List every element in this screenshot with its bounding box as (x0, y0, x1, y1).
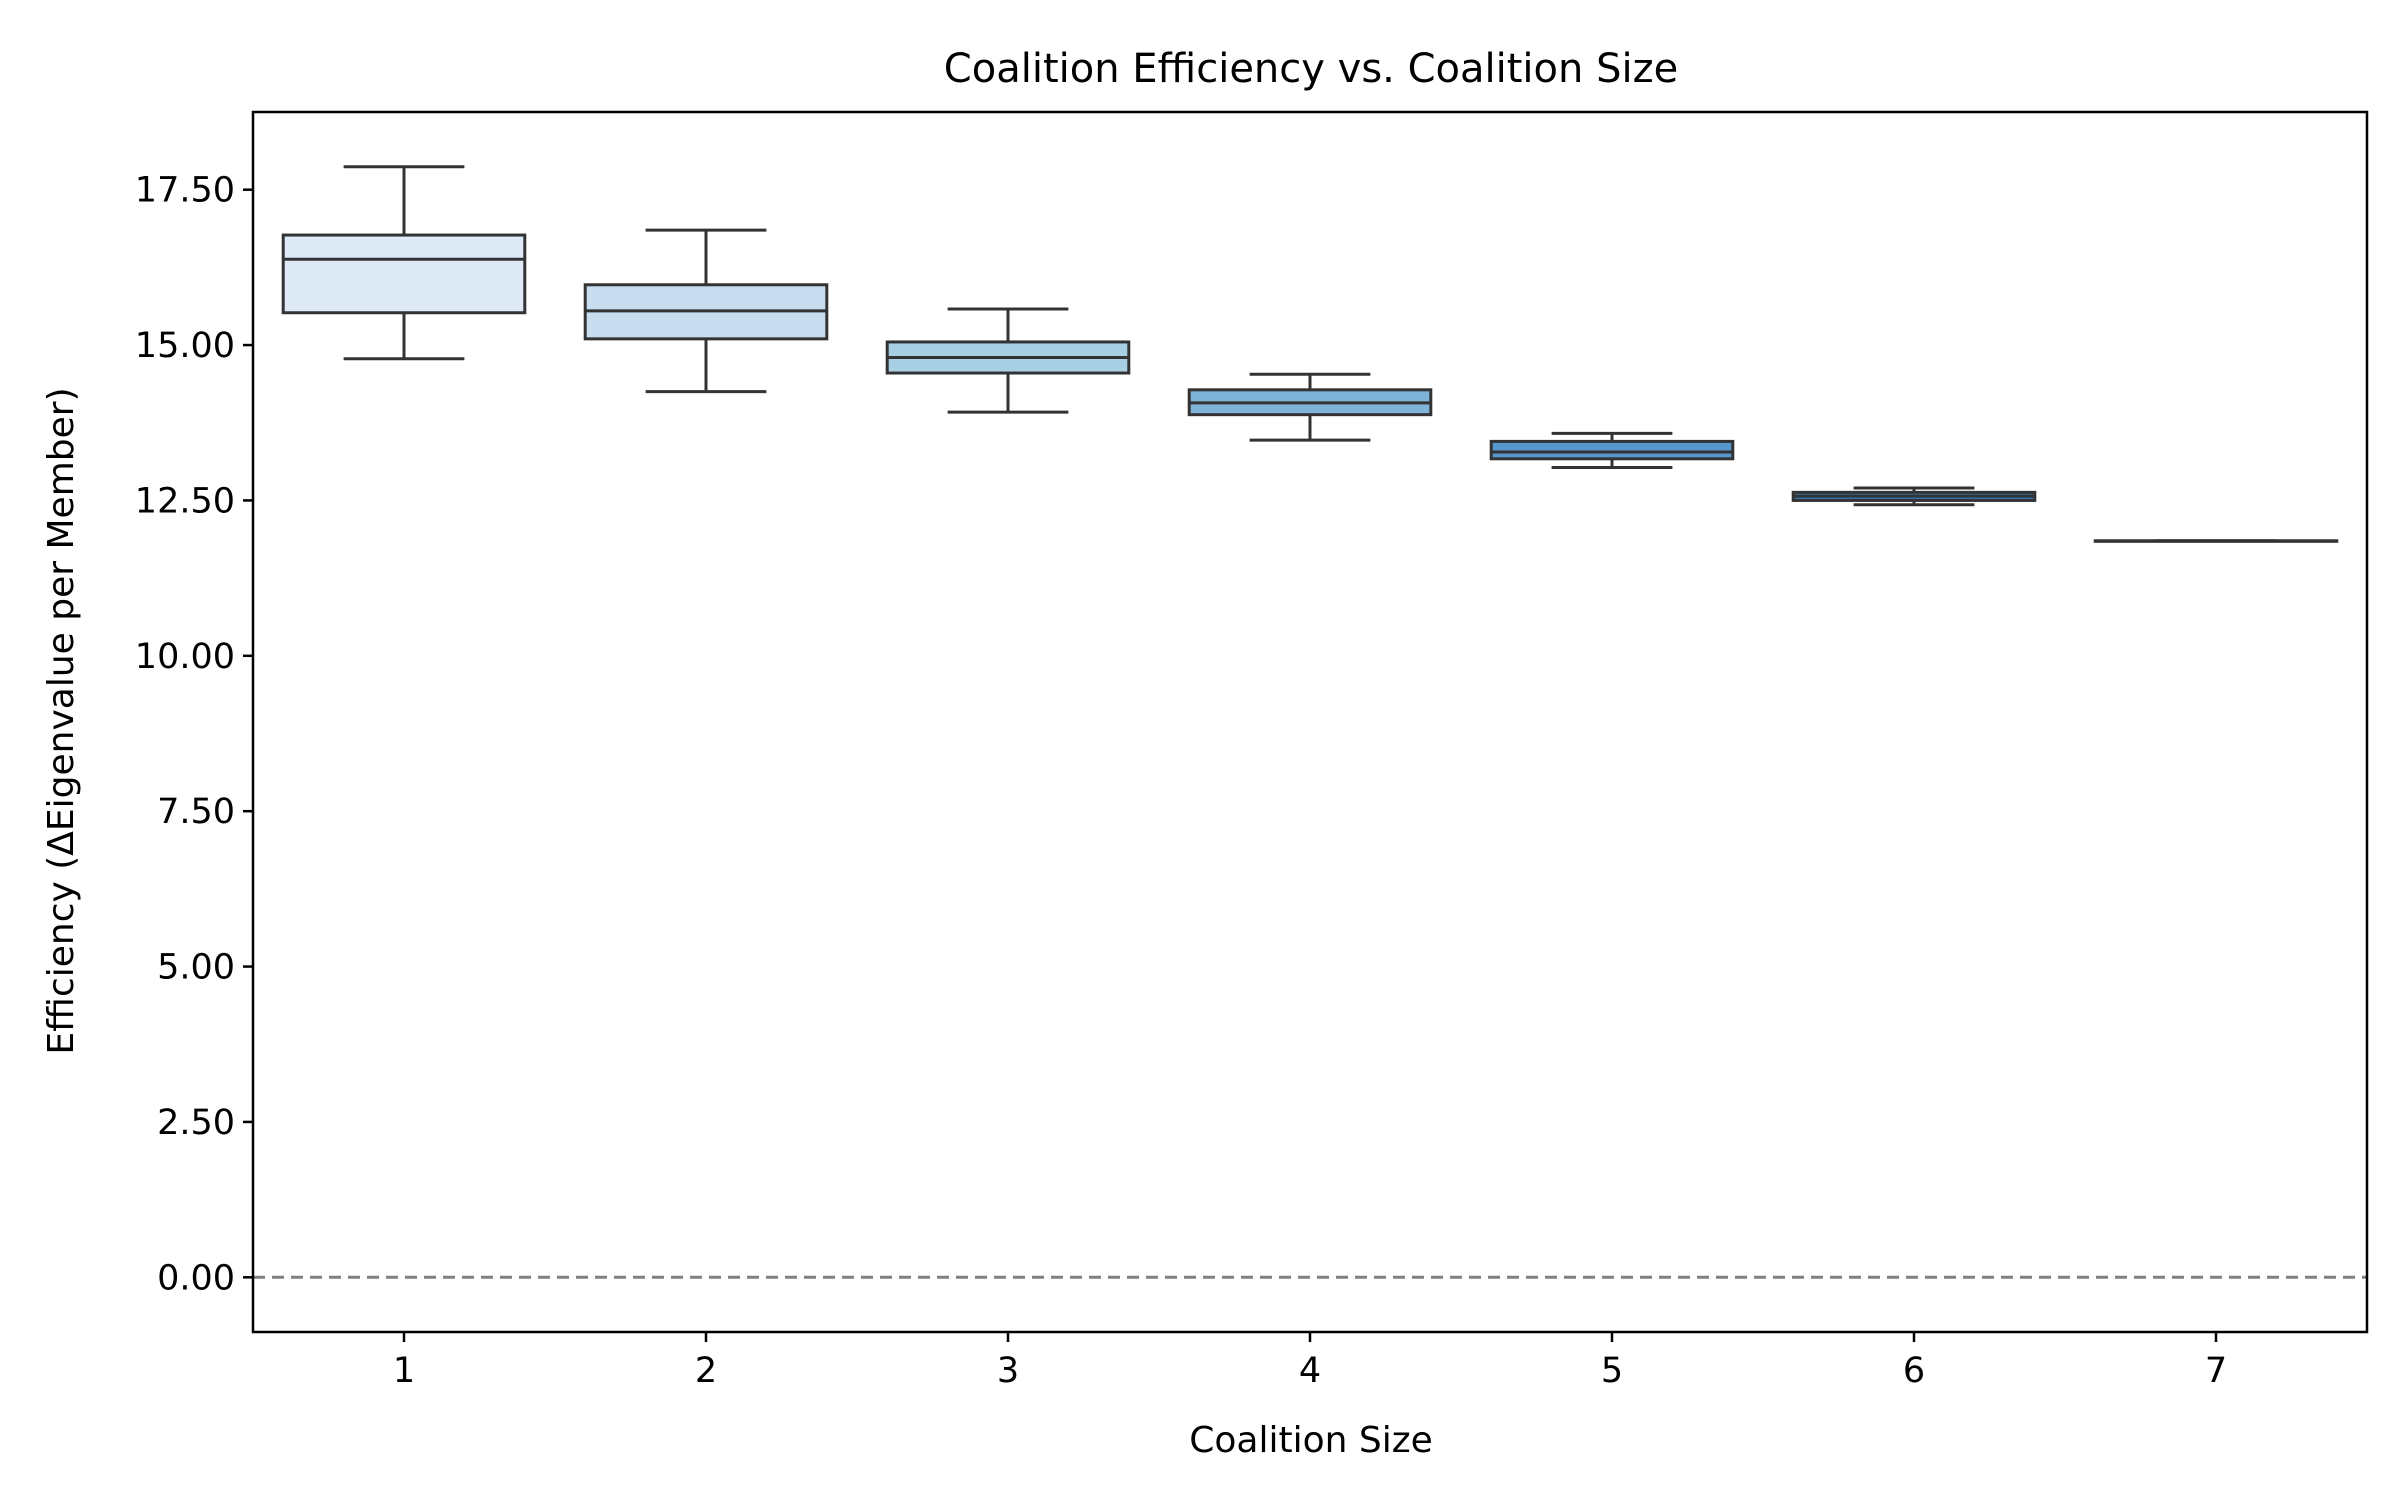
box-group-3 (885, 307, 1131, 414)
y-axis-label: Efficiency (ΔEigenvalue per Member) (41, 387, 82, 1054)
y-tick-label: 12.50 (135, 481, 235, 521)
x-tick-label: 7 (2205, 1351, 2227, 1391)
iqr-box (1489, 439, 1735, 461)
plot-frame (251, 110, 2369, 1334)
box-group-2 (583, 228, 829, 394)
y-tick-label: 10.00 (135, 637, 235, 677)
x-tick-label: 3 (997, 1351, 1019, 1391)
y-tick-label: 15.00 (135, 326, 235, 366)
y-tick-label: 7.50 (157, 792, 235, 832)
x-tick-label: 1 (393, 1351, 415, 1391)
y-tick-label: 5.00 (157, 948, 235, 988)
box-group-7 (2093, 539, 2339, 543)
plot-area: 0.00 2.50 5.00 7.50 10.00 12.50 15.00 17.50 1 2 3 4… (135, 110, 2369, 1391)
x-axis-label: Coalition Size (1189, 1420, 1433, 1461)
y-tick-label: 17.50 (135, 171, 235, 211)
x-tick-label: 2 (695, 1351, 717, 1391)
chart-title: Coalition Efficiency vs. Coalition Size (944, 46, 1678, 92)
x-tick-label: 6 (1903, 1351, 1925, 1391)
box-group-5 (1489, 431, 1735, 469)
y-tick-label: 2.50 (157, 1103, 235, 1143)
box-group-4 (1187, 372, 1433, 442)
x-tick-label: 4 (1299, 1351, 1321, 1391)
box-group-1 (281, 165, 527, 361)
box-group-6 (1791, 486, 2037, 507)
y-tick-label: 0.00 (157, 1258, 235, 1298)
iqr-box (281, 233, 527, 315)
x-tick-label: 5 (1601, 1351, 1623, 1391)
